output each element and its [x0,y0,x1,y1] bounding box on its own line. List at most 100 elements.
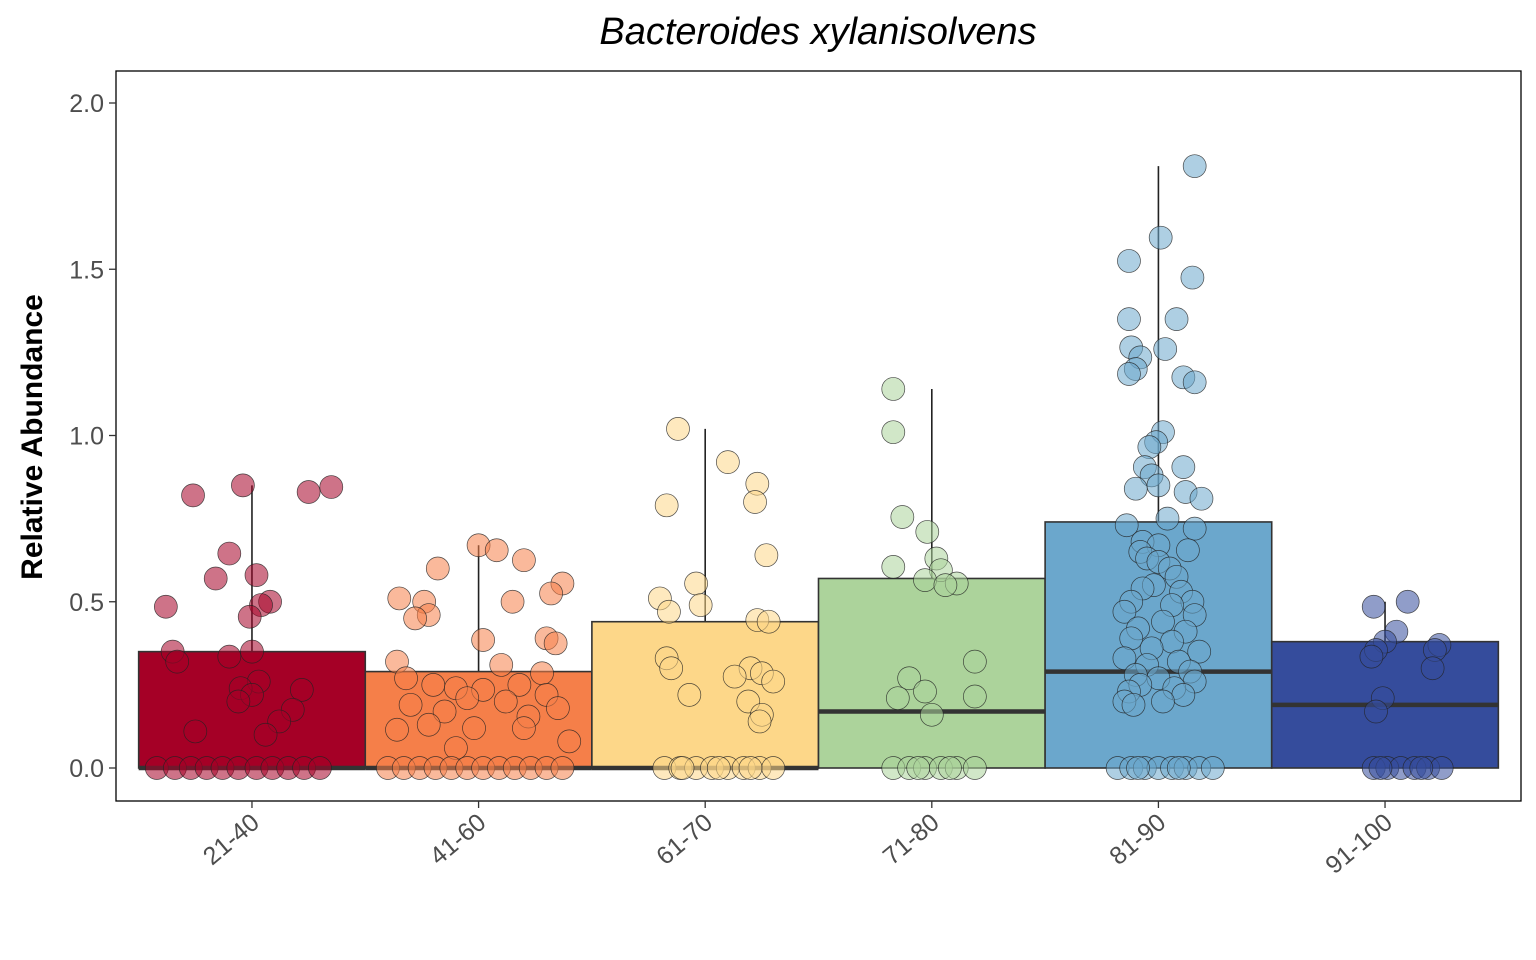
y-axis-label: Relative Abundance [16,294,49,580]
data-point [253,722,278,747]
data-point [1160,629,1184,654]
data-point [557,729,582,754]
data-point [1429,756,1454,780]
chart-title: Bacteroides xylanisolvens [599,11,1036,53]
data-point [963,649,987,674]
data-point [881,554,906,579]
data-point [550,756,575,780]
data-point [1182,516,1207,541]
data-point [919,702,944,727]
data-point [403,606,427,631]
data-point [722,664,747,689]
data-point [933,573,958,597]
data-point [539,581,563,606]
data-point [706,756,731,780]
data-point [231,473,255,498]
data-point [938,756,962,780]
data-point [1187,639,1212,664]
data-point [1117,249,1141,273]
data-point [963,684,987,709]
data-point [1117,362,1141,386]
box-iqr [817,577,1046,769]
data-point [237,604,262,629]
data-point [319,475,344,499]
data-point [203,566,228,591]
data-point [512,716,536,740]
data-point [462,716,486,740]
data-point [1148,225,1173,250]
data-point [881,420,906,445]
data-point [913,568,937,592]
data-point [289,678,314,702]
data-point [543,631,568,656]
data-point [654,493,679,518]
data-point [1146,473,1171,498]
data-point [217,541,242,566]
y-axis: 0.0 0.5 1.0 1.5 2.0 [69,90,116,783]
data-point [244,563,269,588]
data-point [226,689,251,714]
data-point [1112,599,1137,624]
points-layer [144,154,1454,780]
x-axis: 21-40 41-60 61-70 71-80 81-90 91-100 [198,801,1398,880]
data-point [500,589,525,614]
data-point [1126,756,1150,780]
data-point [387,586,412,611]
data-point [1395,589,1420,614]
x-tick-label: 41-60 [424,808,491,871]
data-point [906,756,931,780]
data-point [484,538,509,563]
boxes-layer [137,166,1500,771]
data-point [1180,265,1205,290]
data-point [421,673,446,697]
x-tick-label: 91-100 [1320,808,1398,879]
data-point [489,653,514,677]
data-point [432,699,457,724]
data-point [425,556,450,581]
data-point [507,673,532,697]
y-tick-label: 0.0 [69,755,104,783]
data-point [1137,435,1162,459]
y-tick-label: 1.0 [69,423,104,451]
data-point [1155,506,1180,531]
data-point [1117,307,1141,331]
x-tick-label: 21-40 [198,808,265,871]
x-tick-label: 81-90 [1104,808,1171,871]
data-point [1114,513,1139,538]
box-71-80 [817,388,1046,769]
data-point [1153,337,1178,361]
data-point [1361,594,1386,619]
data-point [756,609,781,634]
data-point [747,709,772,734]
data-point [416,712,441,737]
y-tick-label: 1.5 [69,256,104,284]
data-point [1364,699,1388,724]
data-point [1200,756,1225,780]
data-point [659,656,684,681]
data-point [1182,370,1207,395]
data-point [754,543,779,568]
data-point [1119,626,1144,651]
data-point [1182,154,1207,179]
data-point [296,480,321,504]
data-point [308,756,332,780]
data-point [684,571,708,596]
data-point [761,669,786,694]
data-point [1176,538,1200,563]
data-point [688,593,713,617]
data-point [181,483,205,508]
data-point [897,666,921,691]
data-point [1368,756,1393,780]
data-point [217,644,242,669]
data-point [240,639,264,664]
data-point [915,520,940,544]
data-point [1420,656,1445,681]
data-point [385,717,409,742]
data-point [738,756,763,780]
data-point [963,756,987,780]
box-91-100 [1270,601,1500,769]
data-point [546,696,570,721]
data-point [530,661,554,686]
box-iqr [591,620,820,769]
